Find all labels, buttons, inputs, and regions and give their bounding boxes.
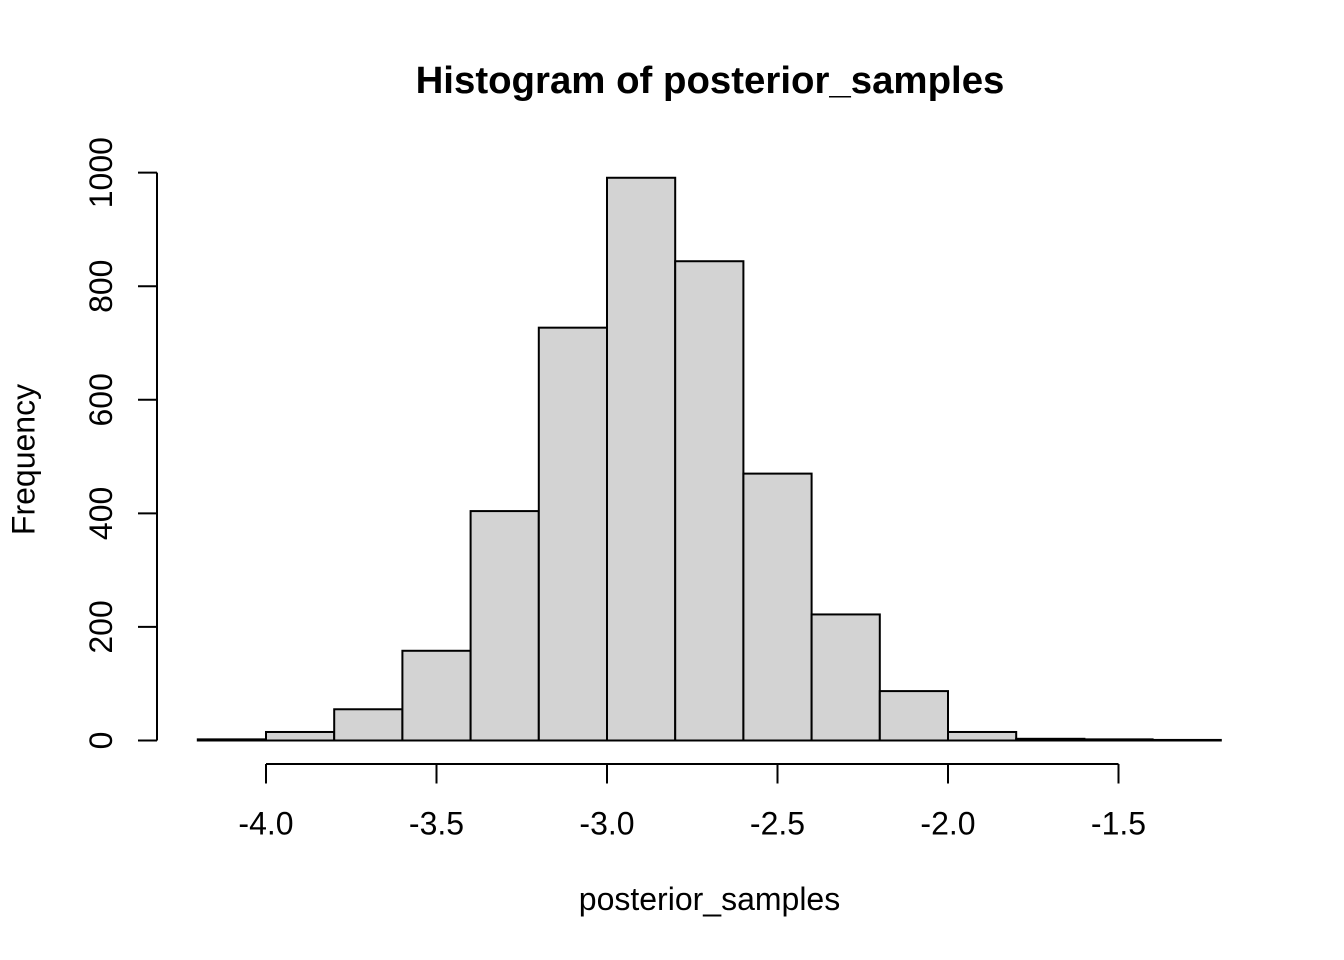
svg-text:800: 800: [83, 260, 119, 313]
svg-text:-2.0: -2.0: [920, 806, 975, 842]
svg-text:Histogram of posterior_samples: Histogram of posterior_samples: [416, 59, 1005, 102]
svg-text:-1.5: -1.5: [1091, 806, 1146, 842]
svg-text:200: 200: [83, 600, 119, 653]
svg-text:-3.0: -3.0: [579, 806, 634, 842]
svg-text:-4.0: -4.0: [238, 806, 293, 842]
svg-text:-3.5: -3.5: [409, 806, 464, 842]
svg-text:posterior_samples: posterior_samples: [579, 881, 840, 917]
svg-text:-2.5: -2.5: [750, 806, 805, 842]
svg-text:600: 600: [83, 373, 119, 426]
svg-text:1000: 1000: [83, 137, 119, 208]
svg-text:Frequency: Frequency: [5, 384, 41, 535]
svg-text:0: 0: [83, 732, 119, 750]
svg-text:400: 400: [83, 487, 119, 540]
